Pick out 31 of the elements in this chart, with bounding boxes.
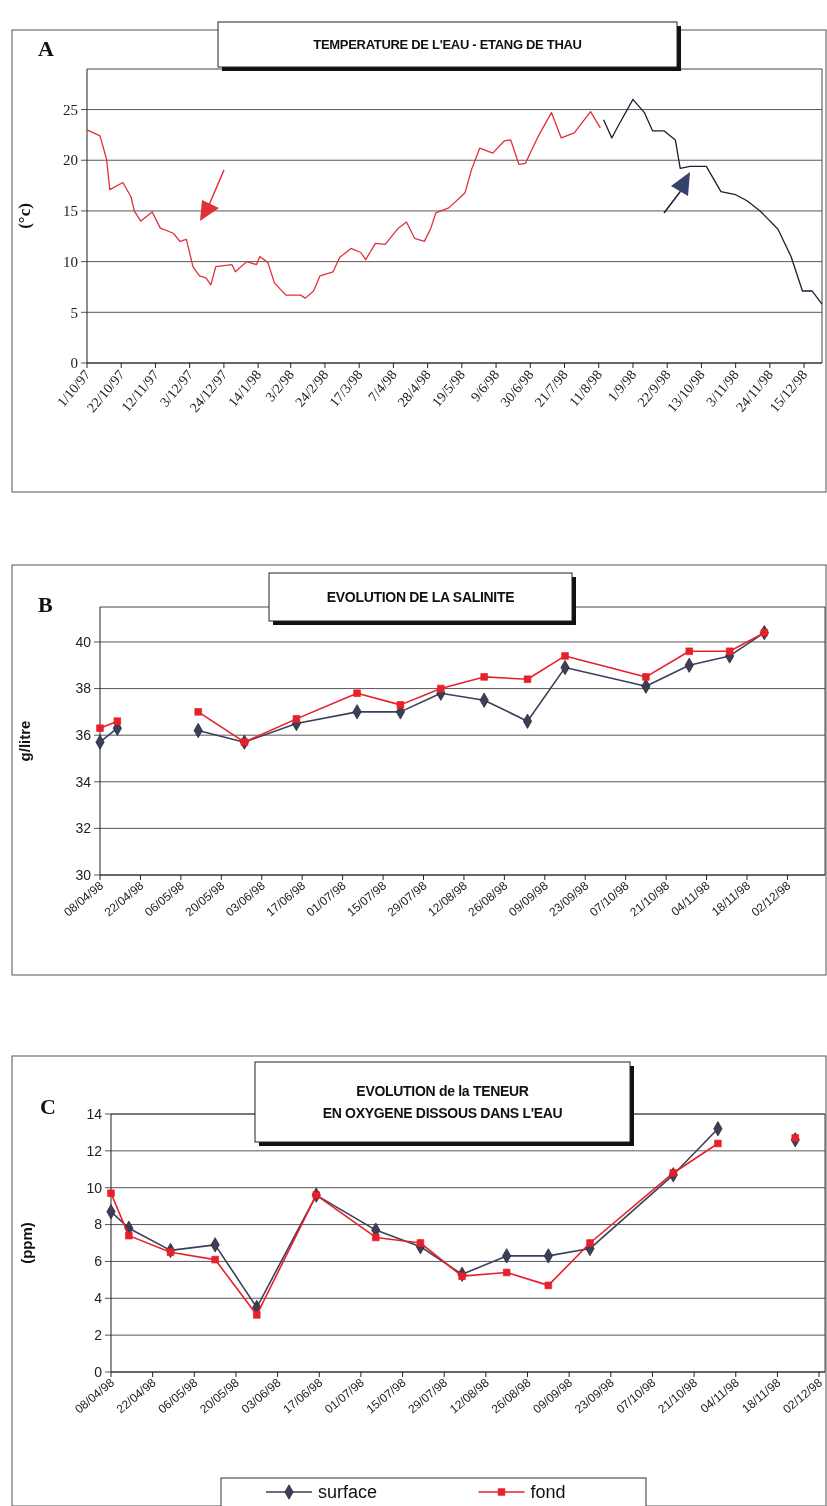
text: B bbox=[38, 592, 53, 617]
y-axis-title: (°c) bbox=[15, 203, 34, 229]
y-tick-label: 20 bbox=[63, 152, 78, 169]
y-tick-label: 32 bbox=[75, 820, 92, 837]
y-tick-label: 2 bbox=[94, 1327, 103, 1344]
y-tick-label: 25 bbox=[63, 101, 78, 118]
y-tick-label: 40 bbox=[75, 633, 92, 650]
text: A bbox=[38, 36, 54, 61]
y-tick-label: 0 bbox=[94, 1363, 103, 1380]
y-tick-label: 5 bbox=[70, 304, 78, 321]
y-axis-title: (ppm) bbox=[18, 1222, 35, 1264]
chart-title: EVOLUTION DE LA SALINITE bbox=[326, 588, 515, 605]
y-tick-label: 4 bbox=[94, 1290, 103, 1307]
chart-title: EVOLUTION de la TENEUR EN OXYGENE DISSOUS DANS L'EAU bbox=[322, 1082, 563, 1121]
y-tick-label: 30 bbox=[75, 866, 92, 883]
legend-label: fond bbox=[530, 1482, 566, 1503]
y-tick-label: 12 bbox=[86, 1142, 103, 1159]
y-tick-label: 10 bbox=[63, 253, 78, 270]
y-tick-label: 38 bbox=[75, 680, 92, 697]
y-tick-label: 14 bbox=[86, 1105, 103, 1122]
y-axis-title: g/litre bbox=[16, 720, 33, 762]
y-tick-label: 8 bbox=[94, 1216, 103, 1233]
y-tick-label: 36 bbox=[75, 727, 92, 744]
text: C bbox=[40, 1094, 56, 1119]
y-tick-label: 15 bbox=[63, 203, 78, 220]
legend-label: surface bbox=[318, 1482, 378, 1503]
chart-title: TEMPERATURE DE L'EAU - ETANG DE THAU bbox=[313, 37, 582, 53]
y-tick-label: 34 bbox=[75, 773, 92, 790]
y-tick-label: 6 bbox=[94, 1253, 103, 1270]
y-tick-label: 0 bbox=[70, 355, 78, 372]
y-tick-label: 10 bbox=[86, 1179, 103, 1196]
